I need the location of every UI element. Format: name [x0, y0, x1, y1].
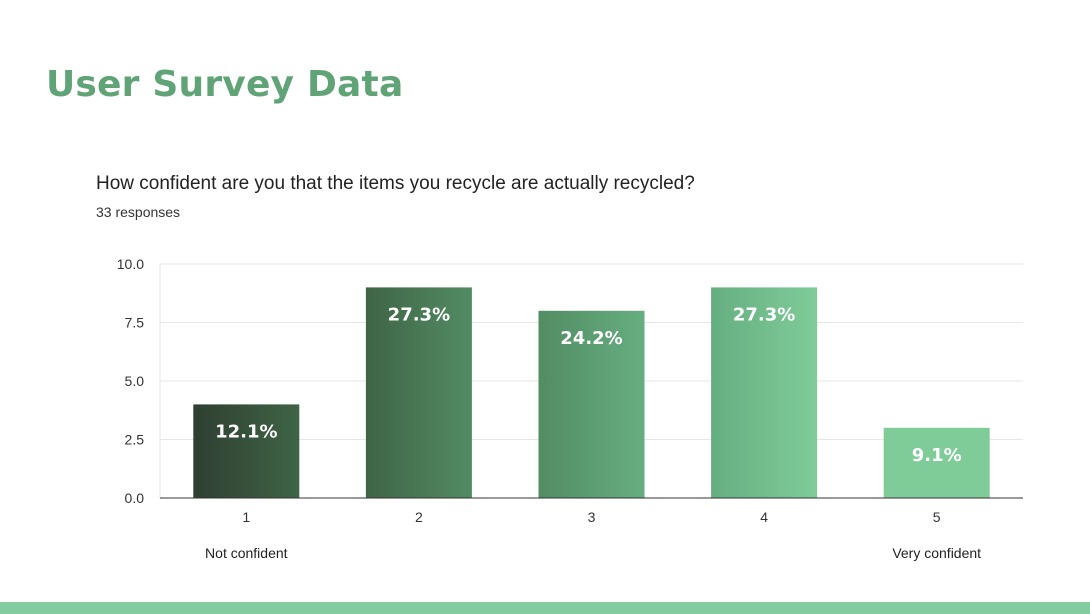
bottom-accent-bar [0, 602, 1090, 614]
y-tick-label: 10.0 [117, 256, 144, 272]
data-label-4: 27.3% [733, 304, 795, 325]
bar-4 [711, 287, 818, 498]
data-label-2: 27.3% [388, 304, 450, 325]
x-tick-label: 4 [760, 509, 768, 525]
y-tick-label: 7.5 [125, 315, 145, 331]
y-tick-label: 5.0 [125, 373, 145, 389]
slide-title: User Survey Data [46, 64, 404, 105]
x-tick-label: 2 [415, 509, 423, 525]
data-label-5: 9.1% [912, 445, 962, 466]
x-tick-label: 3 [588, 509, 596, 525]
bar-2 [365, 287, 472, 498]
x-tick-label: 5 [933, 509, 941, 525]
data-label-3: 24.2% [560, 328, 622, 349]
bar-3 [538, 310, 645, 498]
data-label-1: 12.1% [215, 421, 277, 442]
annotation-not-confident: Not confident [205, 545, 288, 561]
bar-5 [883, 427, 990, 498]
survey-question: How confident are you that the items you… [96, 173, 695, 194]
annotation-very-confident: Very confident [892, 545, 981, 561]
y-tick-label: 2.5 [125, 432, 145, 448]
response-count: 33 responses [96, 204, 181, 220]
x-tick-label: 1 [242, 509, 250, 525]
y-tick-label: 0.0 [125, 490, 145, 506]
bar-1 [193, 404, 300, 498]
